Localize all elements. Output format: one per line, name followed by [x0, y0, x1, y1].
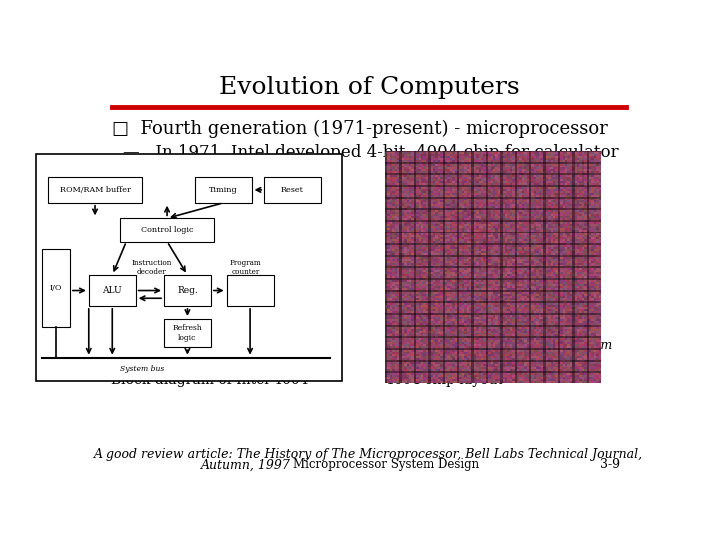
Bar [120, 218, 214, 241]
Text: ROM/RAM buffer: ROM/RAM buffer [60, 186, 130, 194]
Bar [42, 249, 70, 327]
Text: Block diagram of Intel 4004: Block diagram of Intel 4004 [111, 373, 309, 387]
Bar [89, 275, 136, 306]
Text: Timing: Timing [209, 186, 238, 194]
Text: A good review article: The History of The Microprocessor, Bell Labs Technical Jo: A good review article: The History of Th… [94, 448, 644, 461]
Bar [164, 319, 211, 347]
Text: 3-9: 3-9 [600, 458, 620, 471]
Text: ALU: ALU [102, 286, 122, 295]
Text: 4004 chip layout: 4004 chip layout [385, 373, 503, 387]
Text: Program
counter: Program counter [230, 259, 261, 276]
Text: Autumn, 1997: Autumn, 1997 [202, 458, 291, 471]
Text: Instruction
decoder: Instruction decoder [131, 259, 171, 276]
Text: Refresh
logic: Refresh logic [173, 325, 202, 342]
Bar [227, 275, 274, 306]
Bar [195, 177, 252, 203]
Text: System bus: System bus [120, 365, 164, 373]
Text: applications.: applications. [124, 157, 268, 174]
Text: —   In 1971, Intel developed 4-bit  4004 chip for calculator: — In 1971, Intel developed 4-bit 4004 ch… [124, 144, 619, 160]
Bar [48, 177, 142, 203]
Text: Reset: Reset [281, 186, 304, 194]
Text: □  Fourth generation (1971-present) - microprocessor: □ Fourth generation (1971-present) - mic… [112, 120, 608, 138]
Text: Control logic: Control logic [141, 226, 194, 234]
Text: I/O: I/O [50, 284, 62, 292]
Text: Microprocessor System Design: Microprocessor System Design [292, 458, 479, 471]
Bar [264, 177, 320, 203]
Text: http://www.intel.com: http://www.intel.com [481, 339, 613, 352]
Bar [164, 275, 211, 306]
Text: Reg.: Reg. [177, 286, 198, 295]
Text: Evolution of Computers: Evolution of Computers [219, 76, 519, 99]
